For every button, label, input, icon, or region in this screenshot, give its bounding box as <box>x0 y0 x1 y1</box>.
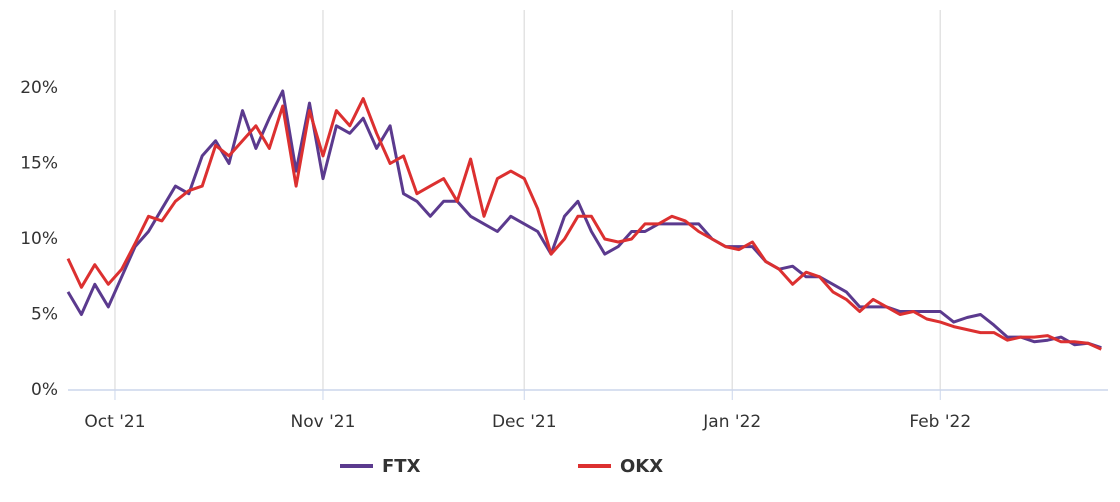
x-tick-label: Dec '21 <box>492 412 557 432</box>
legend-label: OKX <box>620 456 663 477</box>
y-tick-label: 0% <box>31 380 58 400</box>
legend-label: FTX <box>382 456 421 477</box>
x-tick-label: Nov '21 <box>291 412 356 432</box>
series-line <box>66 89 1102 350</box>
x-tick-label: Oct '21 <box>84 412 145 432</box>
x-tick-label: Jan '22 <box>702 412 761 432</box>
x-tick-label: Feb '22 <box>909 412 971 432</box>
y-tick-label: 5% <box>31 305 58 325</box>
y-tick-label: 10% <box>20 229 58 249</box>
y-tick-label: 20% <box>20 78 58 98</box>
series-line <box>66 97 1102 351</box>
y-tick-label: 15% <box>20 154 58 174</box>
